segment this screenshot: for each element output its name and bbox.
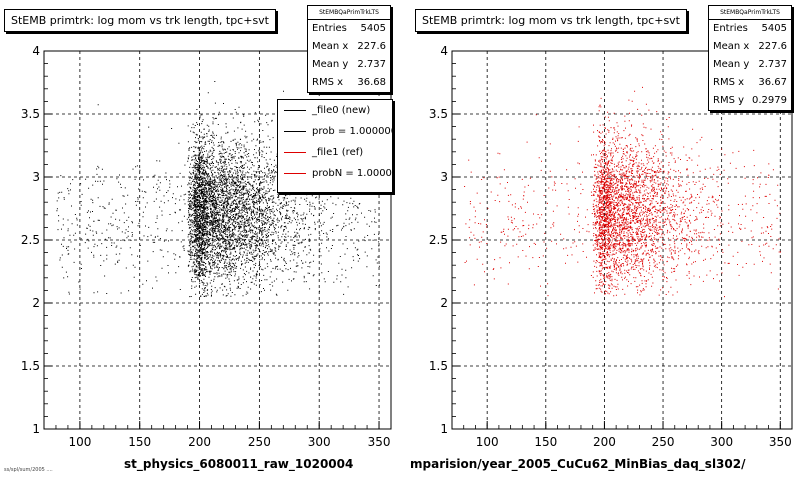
x-tick-label: 100 — [476, 435, 499, 449]
left-stats-header: StEMBQaPrimTrkLTS — [308, 6, 390, 20]
y-tick-label: 1 — [440, 422, 448, 436]
right-chart-title: StEMB primtrk: log mom vs trk length, tp… — [415, 9, 687, 32]
y-tick-label: 2.5 — [429, 233, 448, 247]
left-stats-row: Mean y 2.737 — [312, 59, 386, 70]
x-tick-label: 250 — [652, 435, 675, 449]
x-tick-label: 350 — [769, 435, 792, 449]
right-stats-box: StEMBQaPrimTrkLTS Entries 5405 Mean x 227.… — [708, 5, 792, 111]
y-tick-label: 1 — [32, 422, 40, 436]
y-tick-label: 3 — [440, 170, 448, 184]
left-chart-title-text: StEMB primtrk: log mom vs trk length, tp… — [11, 14, 269, 27]
right-stats-row: RMS x 36.67 — [713, 77, 787, 88]
legend-entry: prob = 1.000000 — [278, 121, 392, 142]
right-stats-row: Entries 5405 — [713, 23, 787, 34]
right-stats-row: Mean x 227.6 — [713, 41, 787, 52]
legend-line-swatch — [284, 173, 306, 174]
y-tick-label: 2 — [440, 296, 448, 310]
y-tick-label: 2 — [32, 296, 40, 310]
x-tick-label: 350 — [368, 435, 391, 449]
left-chart-title: StEMB primtrk: log mom vs trk length, tp… — [4, 9, 276, 32]
x-tick-label: 250 — [248, 435, 271, 449]
y-tick-label: 3 — [32, 170, 40, 184]
legend-entry-label: prob = 1.000000 — [312, 126, 393, 137]
legend-line-swatch — [284, 110, 306, 111]
y-tick-label: 4 — [440, 44, 448, 58]
legend-entry: _file0 (new) — [278, 100, 392, 121]
y-tick-label: 3.5 — [21, 107, 40, 121]
legend-entry-label: _file1 (ref) — [312, 147, 364, 158]
right-stats-row: Mean y 2.737 — [713, 59, 787, 70]
left-stats-row: RMS x 36.68 — [312, 77, 386, 88]
y-tick-label: 1.5 — [21, 359, 40, 373]
x-tick-label: 150 — [128, 435, 151, 449]
right-chart-title-text: StEMB primtrk: log mom vs trk length, tp… — [422, 14, 680, 27]
left-stats-row: Entries 5405 — [312, 23, 386, 34]
legend: _file0 (new) prob = 1.000000 _file1 (ref… — [277, 99, 393, 193]
y-tick-label: 1.5 — [429, 359, 448, 373]
y-tick-label: 3.5 — [429, 107, 448, 121]
scatter-points — [464, 86, 781, 298]
legend-line-swatch — [284, 131, 306, 132]
legend-entry-label: _file0 (new) — [312, 105, 371, 116]
legend-entry-label: probN = 1.000000 — [312, 168, 392, 179]
scatter-points — [56, 81, 380, 298]
footer-path-text: ss/spl/sum/2005 .... — [4, 467, 53, 473]
x-tick-label: 300 — [308, 435, 331, 449]
left-x-axis-label: st_physics_6080011_raw_1020004 — [124, 457, 354, 471]
x-tick-label: 200 — [188, 435, 211, 449]
left-stats-row: Mean x 227.6 — [312, 41, 386, 52]
x-tick-label: 200 — [593, 435, 616, 449]
x-tick-label: 150 — [534, 435, 557, 449]
x-tick-label: 100 — [68, 435, 91, 449]
y-tick-label: 4 — [32, 44, 40, 58]
left-stats-box: StEMBQaPrimTrkLTS Entries 5405 Mean x 227.… — [307, 5, 391, 93]
right-stats-header: StEMBQaPrimTrkLTS — [709, 6, 791, 20]
y-tick-label: 2.5 — [21, 233, 40, 247]
x-tick-label: 300 — [710, 435, 733, 449]
right-scatter-plot: 100 150 200 250 300 350 1 1.5 2 2.5 3 3.5 4 — [429, 44, 793, 449]
right-x-axis-label: mparision/year_2005_CuCu62_MinBias_daq_s… — [410, 457, 746, 471]
right-stats-row: RMS y 0.2979 — [713, 95, 787, 106]
legend-entry: _file1 (ref) — [278, 142, 392, 163]
legend-line-swatch — [284, 152, 306, 153]
legend-entry: probN = 1.000000 — [278, 163, 392, 184]
